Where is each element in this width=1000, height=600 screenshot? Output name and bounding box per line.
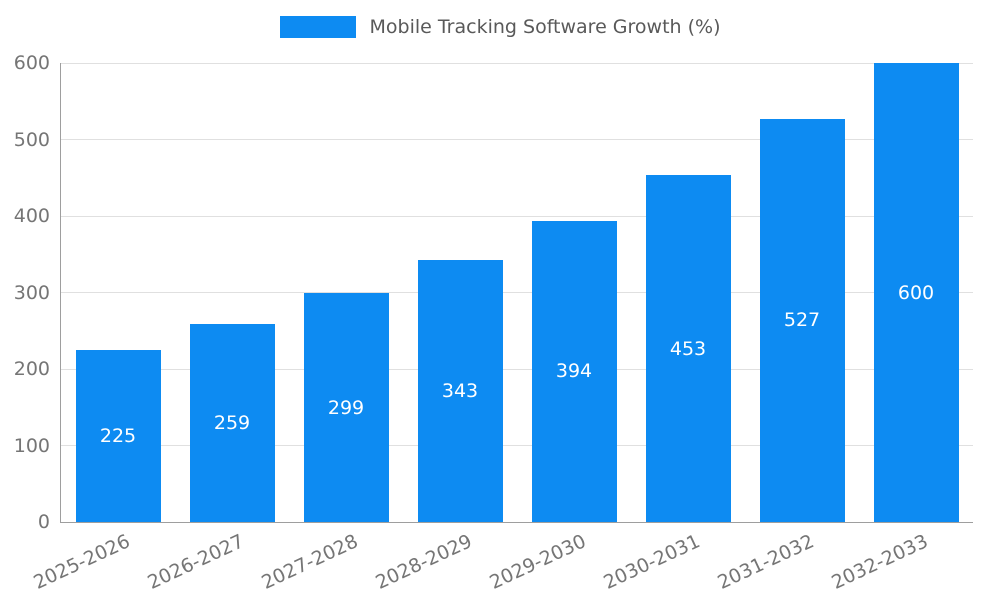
bar-value-label: 453 — [669, 337, 707, 360]
x-tick-label-2025-2026: 2025-2026 — [30, 530, 134, 594]
y-tick-label-0: 0 — [37, 511, 50, 533]
bar-2030-2031: 453 — [645, 175, 731, 522]
bar-2027-2028: 299 — [303, 293, 389, 522]
gridline-y-600 — [61, 62, 973, 64]
y-tick-label-500: 500 — [13, 128, 50, 151]
gridline-y-400 — [61, 215, 973, 217]
legend: Mobile Tracking Software Growth (%) — [0, 16, 1000, 38]
x-tick-label-2027-2028: 2027-2028 — [258, 530, 362, 594]
bar-value-label: 343 — [441, 379, 479, 402]
y-tick-label-400: 400 — [13, 205, 50, 227]
gridline-y-300 — [61, 292, 973, 293]
chart-title: Mobile Tracking Software Growth (%) — [369, 16, 721, 38]
x-tick-label-2029-2030: 2029-2030 — [486, 530, 590, 594]
gridline-y-100 — [61, 445, 973, 446]
x-tick-label-2032-2033: 2032-2033 — [828, 530, 932, 594]
x-tick-label-2030-2031: 2030-2031 — [600, 530, 704, 594]
bar-2028-2029: 343 — [417, 259, 503, 522]
bar-value-label: 394 — [555, 360, 593, 383]
bar-2025-2026: 225 — [75, 349, 161, 522]
bar-value-label: 600 — [897, 281, 935, 304]
y-tick-label-300: 300 — [13, 281, 50, 304]
gridline-y-200 — [61, 368, 973, 370]
x-tick-label-2026-2027: 2026-2027 — [144, 530, 248, 594]
y-tick-label-200: 200 — [13, 358, 50, 380]
bar-2031-2032: 527 — [759, 118, 845, 522]
bar-value-label: 225 — [99, 424, 137, 447]
bar-value-label: 299 — [327, 396, 365, 419]
bar-value-label: 259 — [213, 411, 251, 434]
x-tick-label-2028-2029: 2028-2029 — [372, 530, 476, 594]
bar-2026-2027: 259 — [189, 323, 275, 522]
y-tick-label-600: 600 — [13, 52, 50, 74]
bar-2032-2033: 600 — [873, 63, 959, 522]
gridline-y-500 — [61, 139, 973, 140]
y-tick-label-100: 100 — [13, 434, 50, 457]
bar-value-label: 527 — [783, 309, 821, 332]
x-tick-label-2031-2032: 2031-2032 — [714, 530, 818, 594]
legend-swatch — [279, 16, 356, 38]
plot-area: 225 259 299 343 394 453 527 600 — [60, 62, 973, 523]
bar-2029-2030: 394 — [531, 220, 617, 522]
